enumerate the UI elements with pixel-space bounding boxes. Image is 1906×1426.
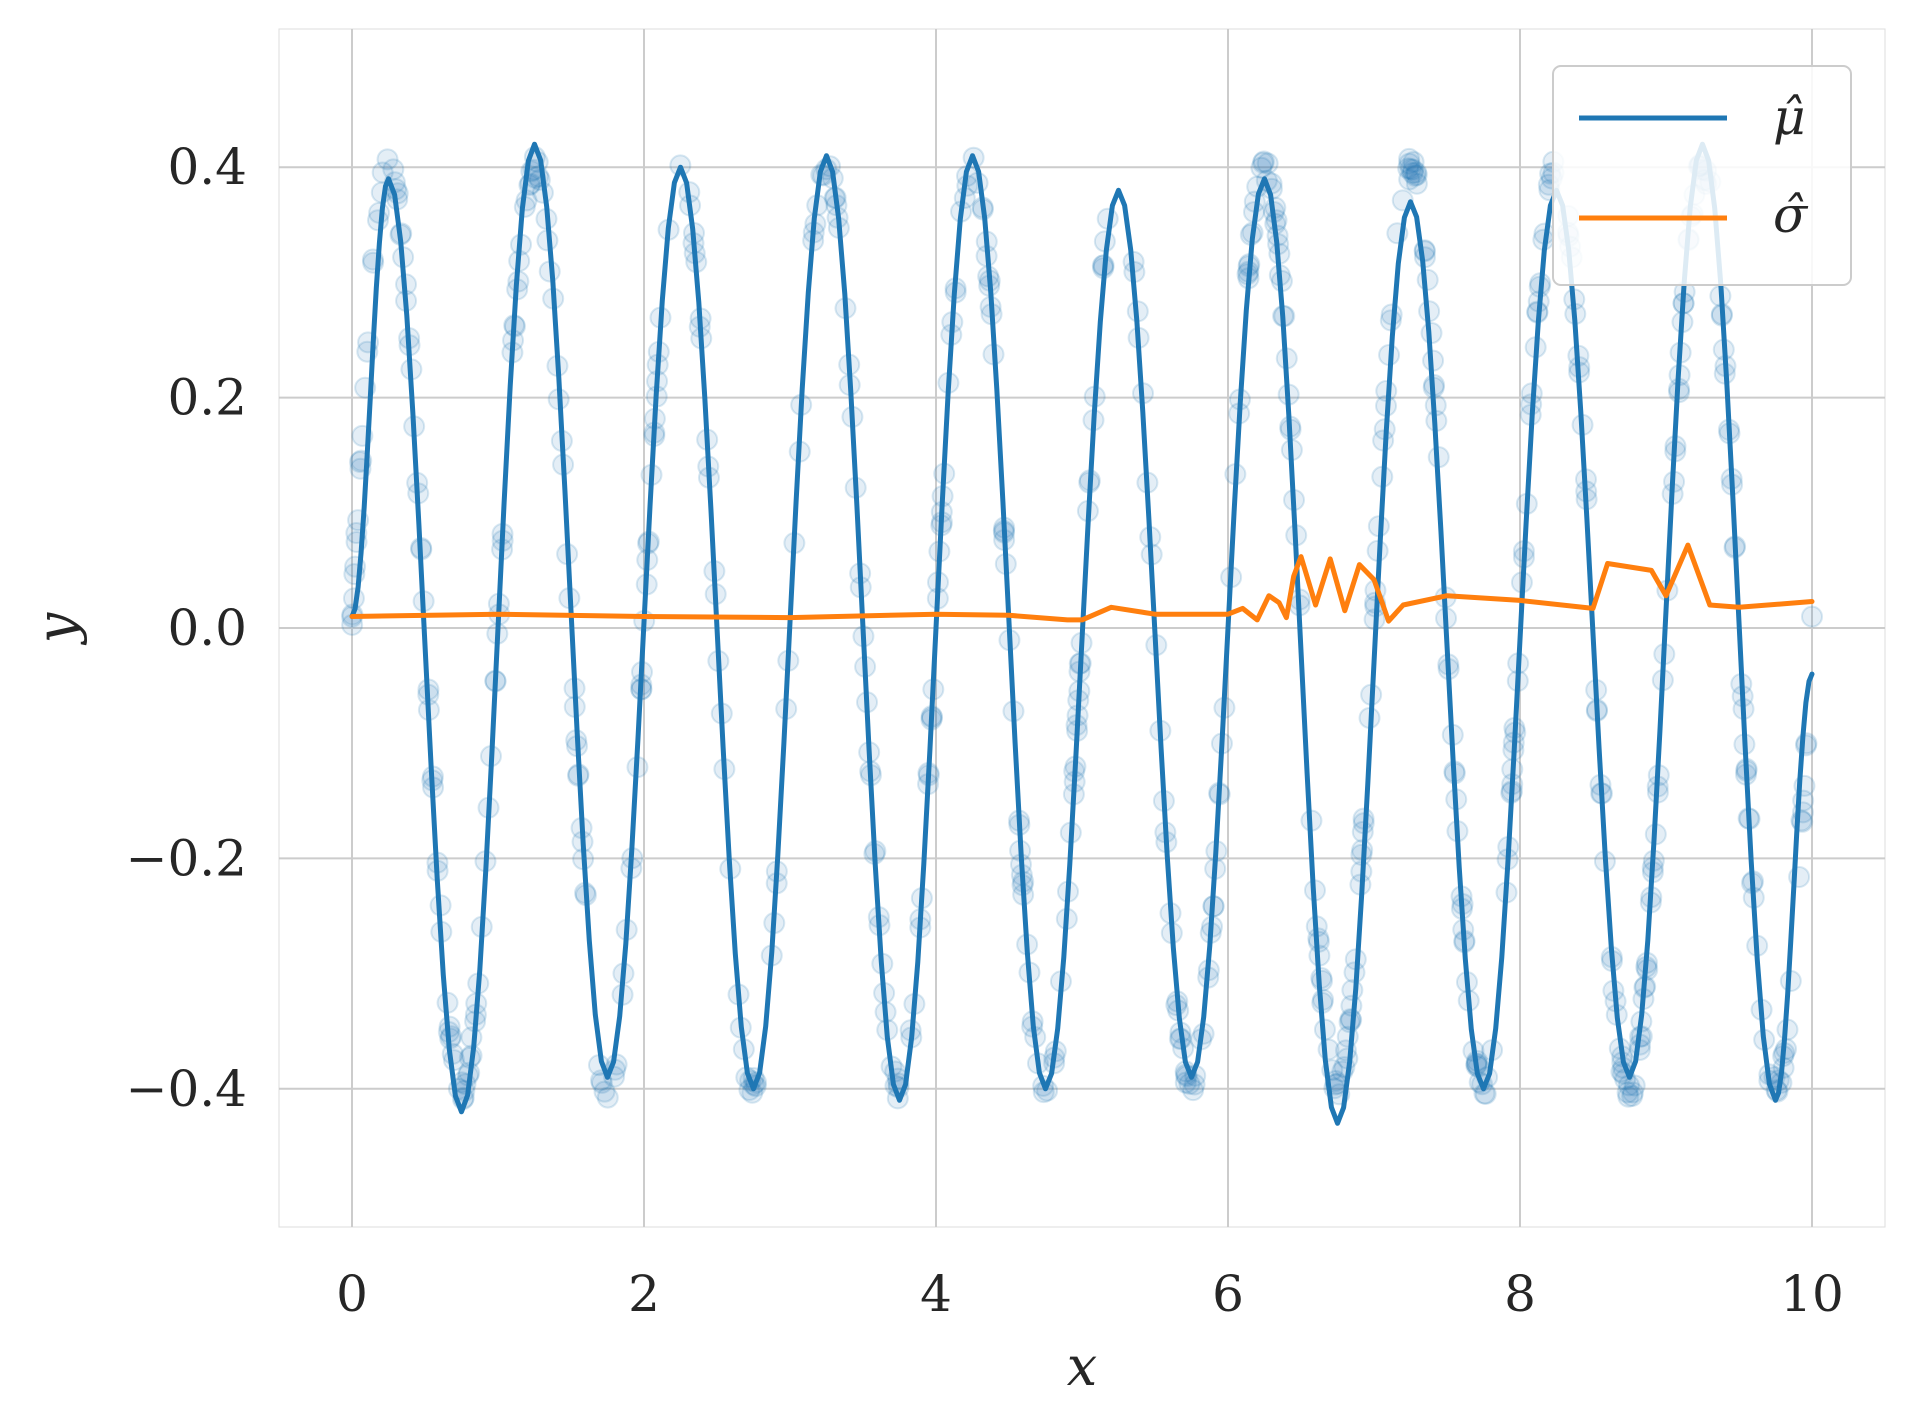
y-tick-label: 0.2 xyxy=(167,369,247,427)
x-tick-label: 4 xyxy=(920,1265,952,1323)
observation-point xyxy=(1398,147,1421,170)
observation-point xyxy=(1338,1011,1361,1034)
mu-line xyxy=(349,141,1815,1126)
tick-labels: 0 2 4 6 8 10 −0.4 −0.2 0.0 0.2 0.4 xyxy=(126,138,1844,1323)
y-tick-label: −0.2 xyxy=(126,829,247,887)
legend-label-mu: μ̂ xyxy=(1773,88,1806,146)
observation-point xyxy=(1794,734,1817,757)
series-lines xyxy=(349,141,1815,1126)
y-tick-label: 0.0 xyxy=(167,599,247,657)
observation-point xyxy=(1416,268,1439,291)
observation-point xyxy=(366,209,389,232)
observation-point xyxy=(1182,1079,1205,1102)
observation-point xyxy=(1405,172,1428,195)
observation-point xyxy=(1397,157,1420,180)
observation-point xyxy=(1617,1085,1640,1108)
observation-point xyxy=(1402,150,1425,173)
observation-point xyxy=(1621,1085,1644,1108)
observation-point xyxy=(1401,161,1424,184)
observation-point xyxy=(1399,158,1422,181)
y-tick-label: −0.4 xyxy=(126,1060,247,1118)
y-axis-label: y xyxy=(25,611,88,645)
observation-point xyxy=(1341,979,1364,1002)
observation-point xyxy=(1256,152,1279,175)
legend: μ̂ σ̂ xyxy=(1552,65,1852,286)
x-tick-label: 8 xyxy=(1504,1265,1536,1323)
y-tick-label: 0.4 xyxy=(167,138,247,196)
observation-point xyxy=(1413,239,1436,262)
x-tick-label: 0 xyxy=(336,1265,368,1323)
observation-point xyxy=(1623,1074,1646,1097)
x-axis-label: x xyxy=(1067,1335,1097,1398)
observation-point xyxy=(593,1080,616,1103)
observation-point xyxy=(1398,152,1421,175)
observation-point xyxy=(1616,1081,1639,1104)
observation-point xyxy=(1405,164,1428,187)
legend-box xyxy=(1552,65,1852,286)
sigma-line xyxy=(349,542,1815,624)
observation-point xyxy=(1250,156,1273,179)
observation-point xyxy=(1398,168,1421,191)
observation-point xyxy=(1404,164,1427,187)
observation-point xyxy=(382,158,405,181)
observation-point xyxy=(1251,151,1274,174)
observation-point xyxy=(1402,158,1425,181)
observation-point xyxy=(596,1086,619,1109)
observation-point xyxy=(1252,150,1275,173)
observation-point xyxy=(376,148,399,171)
observation-point xyxy=(1405,161,1428,184)
x-tick-label: 6 xyxy=(1212,1265,1244,1323)
observation-point xyxy=(1800,605,1823,628)
legend-label-sigma: σ̂ xyxy=(1773,186,1809,244)
x-tick-label: 10 xyxy=(1780,1265,1844,1323)
observation-point xyxy=(1621,1081,1644,1104)
x-tick-label: 2 xyxy=(628,1265,660,1323)
